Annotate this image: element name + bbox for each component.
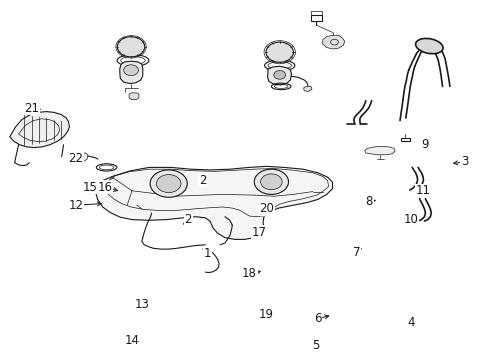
Circle shape xyxy=(254,169,288,194)
Text: 3: 3 xyxy=(460,156,468,168)
Polygon shape xyxy=(364,147,394,155)
Polygon shape xyxy=(120,61,142,84)
Text: 15: 15 xyxy=(83,181,98,194)
Polygon shape xyxy=(267,66,291,85)
Text: 14: 14 xyxy=(124,334,139,347)
Text: 20: 20 xyxy=(259,202,273,215)
Polygon shape xyxy=(303,86,311,91)
Text: 10: 10 xyxy=(403,213,417,226)
Polygon shape xyxy=(10,112,69,148)
Polygon shape xyxy=(95,166,332,239)
Circle shape xyxy=(150,170,187,197)
Text: 8: 8 xyxy=(365,195,372,208)
Circle shape xyxy=(265,42,293,62)
Polygon shape xyxy=(322,35,344,49)
Text: 9: 9 xyxy=(421,138,428,150)
Text: 4: 4 xyxy=(406,316,414,329)
Text: 5: 5 xyxy=(311,339,319,352)
Circle shape xyxy=(273,71,285,79)
Text: 19: 19 xyxy=(259,309,273,321)
Polygon shape xyxy=(129,93,139,99)
Text: 2: 2 xyxy=(199,174,206,186)
Text: 22: 22 xyxy=(68,152,83,165)
Circle shape xyxy=(156,175,181,193)
Text: 6: 6 xyxy=(313,312,321,325)
Text: 18: 18 xyxy=(242,267,256,280)
Text: 1: 1 xyxy=(203,247,211,260)
Text: 7: 7 xyxy=(352,246,360,258)
Text: 2: 2 xyxy=(184,213,192,226)
Ellipse shape xyxy=(415,39,442,54)
Text: 16: 16 xyxy=(98,181,112,194)
Text: 13: 13 xyxy=(134,298,149,311)
Text: 12: 12 xyxy=(68,199,83,212)
Circle shape xyxy=(123,65,138,76)
Text: 17: 17 xyxy=(251,226,266,239)
Polygon shape xyxy=(75,153,88,162)
Circle shape xyxy=(260,174,282,190)
Text: 11: 11 xyxy=(415,184,429,197)
Text: 21: 21 xyxy=(24,102,39,114)
Circle shape xyxy=(117,37,144,57)
